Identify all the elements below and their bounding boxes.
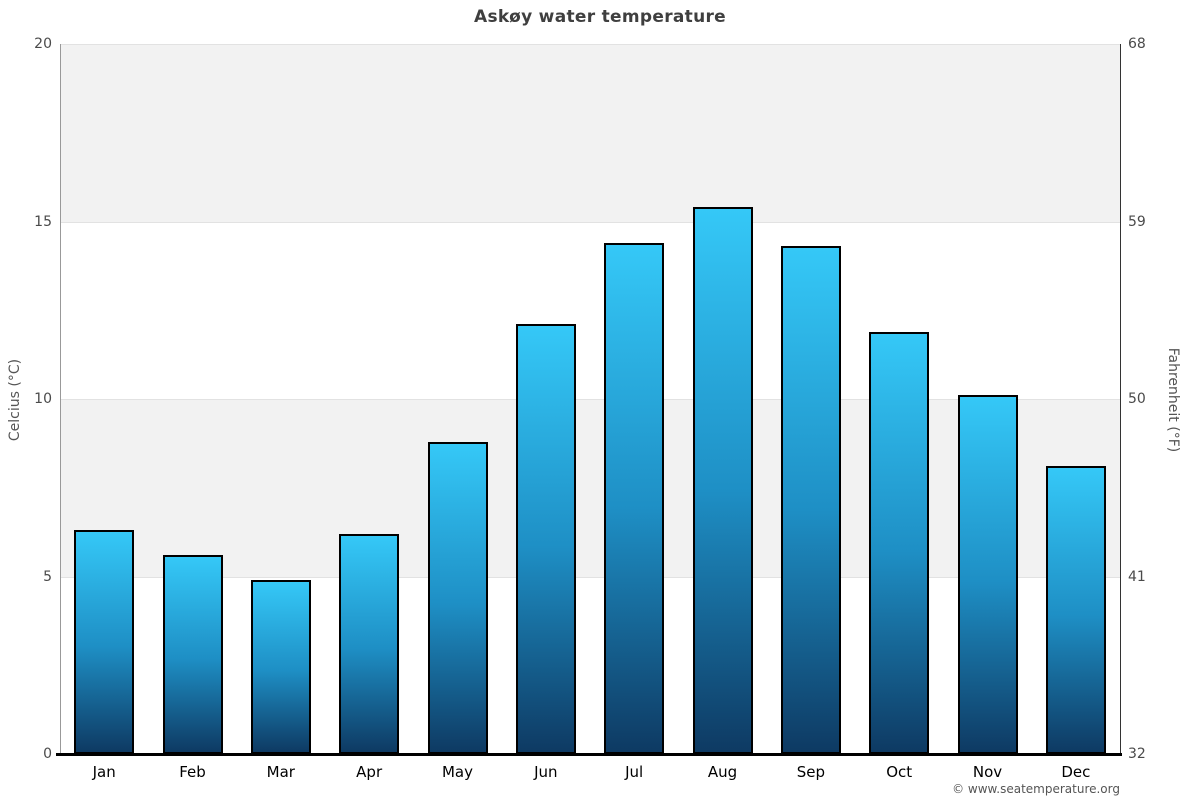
x-tick-sep: Sep	[796, 763, 825, 781]
gridline-15	[60, 221, 1120, 223]
y-tick-right-32: 32	[1128, 746, 1146, 762]
x-tick-oct: Oct	[886, 763, 913, 781]
bar-dec	[1045, 466, 1106, 754]
y-tick-right-50: 50	[1128, 391, 1146, 407]
x-tick-may: May	[441, 763, 473, 781]
x-axis-line	[56, 753, 1122, 756]
chart-title: Askøy water temperature	[474, 7, 726, 27]
bar-jul	[604, 242, 665, 754]
bar-nov	[957, 395, 1018, 754]
y-tick-right-68: 68	[1128, 36, 1146, 52]
y-tick-left-5: 5	[43, 568, 52, 585]
bar-jan	[74, 530, 135, 754]
y-tick-left-0: 0	[43, 746, 52, 762]
y-tick-right-59: 59	[1128, 213, 1146, 230]
copyright-text: © www.seatemperature.org	[952, 782, 1120, 796]
bar-apr	[339, 533, 400, 754]
gridline-10	[60, 399, 1120, 400]
y-axis-line-right	[1120, 44, 1121, 754]
y-tick-left-15: 15	[34, 213, 52, 230]
plot-band-5-10	[60, 399, 1120, 577]
bar-sep	[780, 246, 841, 754]
gridline-5	[60, 576, 1120, 578]
bar-feb	[162, 555, 223, 754]
y-tick-right-41: 41	[1128, 568, 1146, 585]
x-tick-feb: Feb	[179, 763, 206, 781]
x-tick-jun: Jun	[534, 763, 558, 781]
x-tick-jan: Jan	[92, 763, 116, 781]
bar-jun	[515, 324, 576, 754]
y-tick-left-10: 10	[34, 391, 52, 407]
x-tick-aug: Aug	[707, 763, 738, 781]
bar-oct	[869, 331, 930, 754]
plot-area	[60, 44, 1120, 754]
x-tick-dec: Dec	[1061, 763, 1091, 781]
x-tick-nov: Nov	[972, 763, 1003, 781]
gridline-20	[60, 44, 1120, 45]
x-tick-mar: Mar	[266, 763, 295, 781]
x-tick-jul: Jul	[625, 763, 644, 781]
plot-band-15-20	[60, 44, 1120, 222]
y-tick-left-20: 20	[34, 36, 52, 52]
y-axis-line-left	[60, 44, 61, 754]
bar-may	[427, 441, 488, 754]
x-tick-apr: Apr	[356, 763, 383, 781]
bar-aug	[692, 207, 753, 754]
bar-mar	[250, 580, 311, 754]
